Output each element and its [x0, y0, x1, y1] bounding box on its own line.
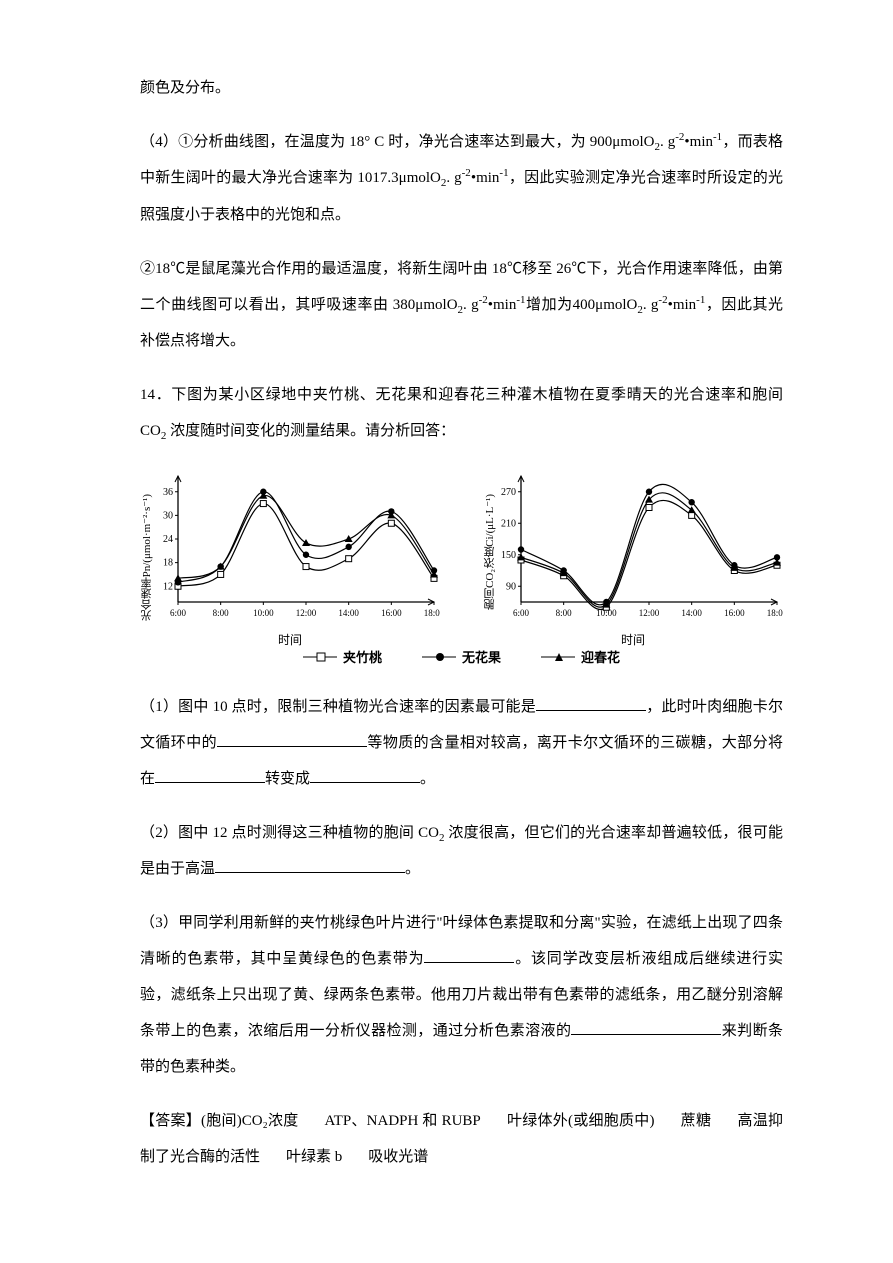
svg-text:90: 90 — [506, 581, 516, 592]
blank — [217, 731, 367, 747]
answer-block: 【答案】(胞间)CO₂浓度ATP、NADPH 和 RUBP叶绿体外(或细胞质中)… — [140, 1103, 783, 1175]
svg-text:24: 24 — [163, 534, 173, 545]
svg-text:18:00: 18:00 — [424, 608, 440, 618]
svg-text:6:00: 6:00 — [513, 608, 530, 618]
svg-text:8:00: 8:00 — [556, 608, 573, 618]
q14-1: （1）图中 10 点时，限制三种植物光合速率的因素最可能是，此时叶肉细胞卡尔文循… — [140, 689, 783, 797]
chart-right-xlabel: 时间 — [483, 626, 783, 655]
q14-stem: 14．下图为某小区绿地中夹竹桃、无花果和迎春花三种灌木植物在夏季晴天的光合速率和… — [140, 377, 783, 449]
q14-3: （3）甲同学利用新鲜的夹竹桃绿色叶片进行"叶绿体色素提取和分离"实验，在滤纸上出… — [140, 905, 783, 1085]
page: 颜色及分布。 （4）①分析曲线图，在温度为 18° C 时，净光合速率达到最大，… — [0, 0, 893, 1263]
blank — [155, 767, 265, 783]
svg-text:14:00: 14:00 — [681, 608, 702, 618]
blank — [536, 695, 646, 711]
chart-right: 胞间CO₂浓度Ci/(μL·L⁻¹) 901502102706:008:0010… — [483, 468, 783, 638]
svg-text:12:00: 12:00 — [639, 608, 660, 618]
svg-text:10:00: 10:00 — [253, 608, 274, 618]
blank — [424, 947, 514, 963]
svg-text:6:00: 6:00 — [170, 608, 187, 618]
q14-2: （2）图中 12 点时测得这三种植物的胞间 CO2 浓度很高，但它们的光合速率却… — [140, 815, 783, 887]
figure-row: 光合速率Pn/(μmol·m⁻²·s⁻¹) 12182430366:008:00… — [140, 468, 783, 638]
svg-text:16:00: 16:00 — [724, 608, 745, 618]
svg-text:12:00: 12:00 — [296, 608, 317, 618]
blank — [571, 1019, 721, 1035]
chart-right-ylabel: 胞间CO₂浓度Ci/(μL·L⁻¹) — [477, 494, 503, 610]
fragment-prev: 颜色及分布。 — [140, 70, 783, 106]
svg-text:14:00: 14:00 — [338, 608, 359, 618]
svg-text:16:00: 16:00 — [381, 608, 402, 618]
svg-text:18: 18 — [163, 557, 173, 568]
svg-text:36: 36 — [163, 486, 173, 497]
svg-text:8:00: 8:00 — [213, 608, 230, 618]
svg-text:12: 12 — [163, 581, 173, 592]
blank — [215, 857, 405, 873]
chart-left: 光合速率Pn/(μmol·m⁻²·s⁻¹) 12182430366:008:00… — [140, 468, 440, 638]
svg-text:18:00: 18:00 — [767, 608, 783, 618]
svg-text:30: 30 — [163, 510, 173, 521]
answer-4b: ②18℃是鼠尾藻光合作用的最适温度，将新生阔叶由 18℃移至 26℃下，光合作用… — [140, 251, 783, 359]
answer-4a: （4）①分析曲线图，在温度为 18° C 时，净光合速率达到最大，为 900μm… — [140, 124, 783, 233]
blank — [310, 767, 420, 783]
chart-left-xlabel: 时间 — [140, 626, 440, 655]
chart-left-ylabel: 光合速率Pn/(μmol·m⁻²·s⁻¹) — [134, 494, 160, 621]
